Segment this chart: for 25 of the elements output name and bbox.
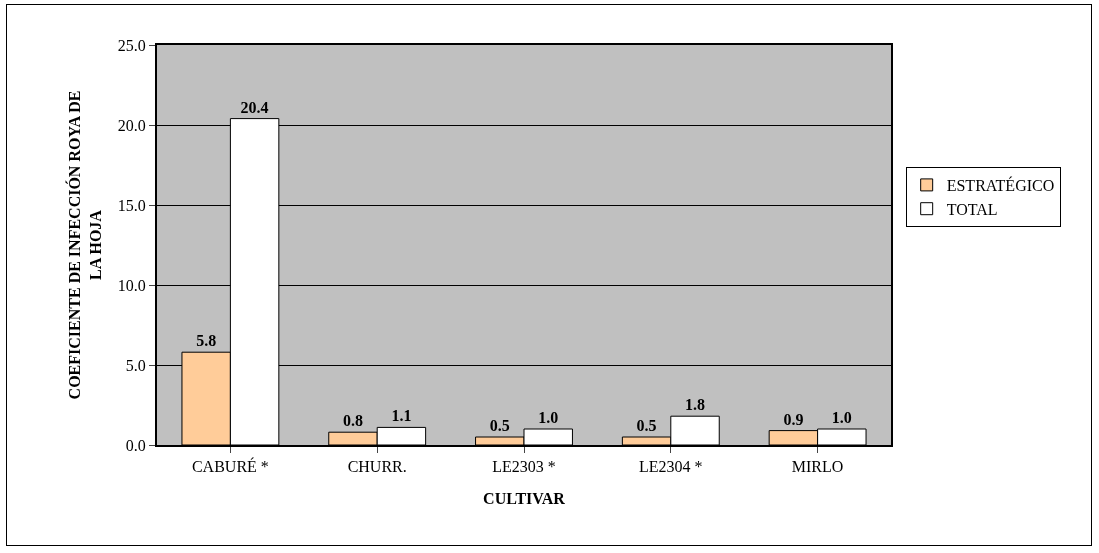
y-tick-label: 5.0 [125, 356, 146, 374]
data-label: 0.8 [342, 412, 363, 430]
x-tick-label: CHURR. [347, 458, 407, 476]
y-tick-label: 15.0 [117, 196, 146, 214]
data-label: 1.8 [685, 396, 706, 414]
data-label: 1.0 [538, 409, 559, 426]
x-axis-title: CULTIVAR [483, 490, 566, 507]
x-tick-label: CABURÉ * [191, 457, 269, 476]
y-tick-label: 10.0 [117, 276, 146, 294]
y-tick-label: 0.0 [125, 436, 146, 454]
data-label: 0.9 [783, 410, 804, 428]
x-tick-label: LE2304 * [639, 458, 703, 476]
data-label: 20.4 [240, 98, 269, 116]
data-label: 1.1 [391, 407, 412, 425]
x-tick-label: MIRLO [791, 458, 844, 476]
legend-label: TOTAL [946, 200, 998, 218]
x-tick-label: LE2303 * [492, 458, 556, 476]
legend-label: ESTRATÉGICO [946, 176, 1055, 195]
y-tick-label: 20.0 [117, 116, 146, 134]
data-label: 1.0 [831, 409, 852, 426]
y-tick-label: 25.0 [117, 36, 146, 54]
data-label: 5.8 [196, 332, 217, 350]
y-axis-title: COEFICIENTE DE INFECCIÓN ROYA DE LA HOJA [65, 90, 105, 400]
data-label: 0.5 [489, 417, 510, 434]
data-label: 0.5 [636, 417, 657, 434]
